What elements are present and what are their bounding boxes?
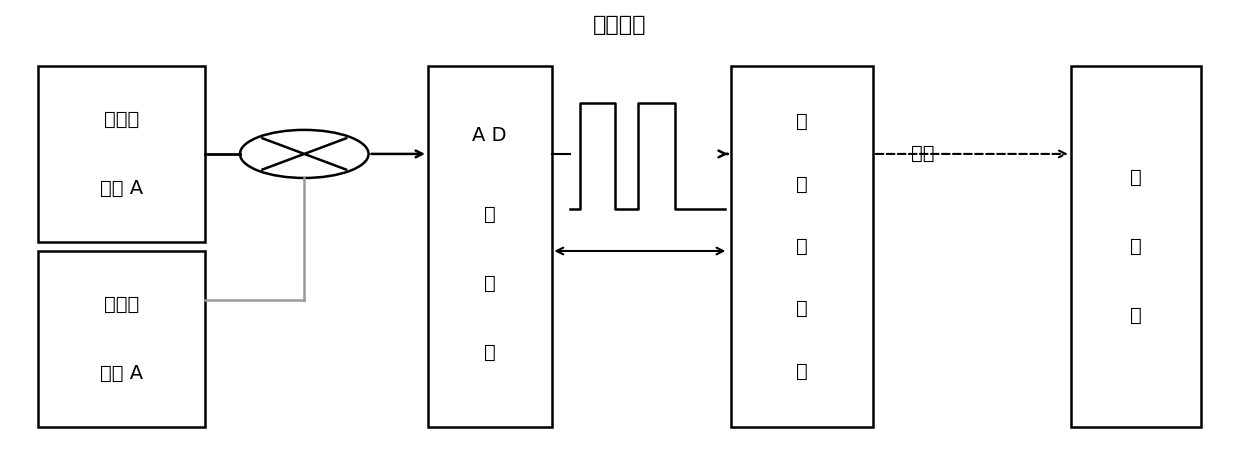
- Text: 反馈: 反馈: [911, 145, 934, 163]
- Bar: [731, 66, 873, 426]
- Text: 脉冲序列: 脉冲序列: [592, 15, 647, 35]
- Bar: [427, 66, 551, 426]
- Text: 感器 A: 感器 A: [100, 364, 144, 383]
- Text: 触力传: 触力传: [104, 110, 140, 129]
- Text: 据: 据: [795, 174, 808, 193]
- Text: 痛: 痛: [1130, 237, 1141, 256]
- Text: 器: 器: [795, 362, 808, 381]
- Text: 器: 器: [483, 343, 496, 362]
- Text: 感器 A: 感器 A: [100, 179, 144, 198]
- Text: 换: 换: [483, 274, 496, 293]
- Text: 泵: 泵: [1130, 306, 1141, 325]
- Text: 触力传: 触力传: [104, 295, 140, 314]
- Text: 镇: 镇: [1130, 167, 1141, 186]
- Bar: [38, 66, 206, 242]
- Text: 处: 处: [795, 237, 808, 256]
- Circle shape: [240, 130, 368, 178]
- Bar: [38, 251, 206, 426]
- Text: 转: 转: [483, 205, 496, 224]
- Bar: [1070, 66, 1201, 426]
- Text: 理: 理: [795, 299, 808, 318]
- Text: A D: A D: [472, 126, 507, 145]
- Text: 数: 数: [795, 112, 808, 131]
